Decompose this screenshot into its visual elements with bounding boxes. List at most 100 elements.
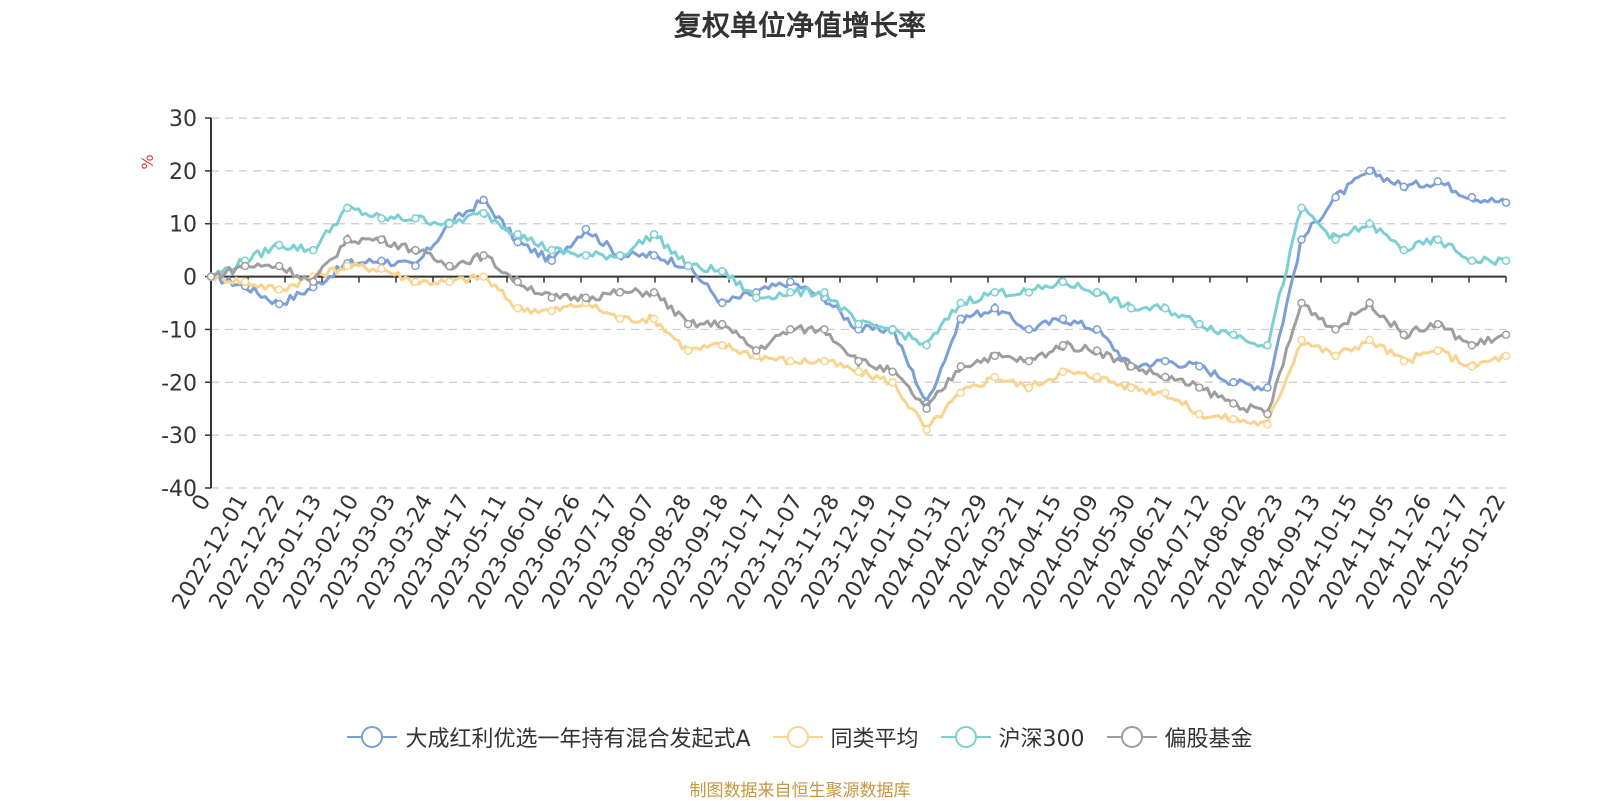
series-marker	[649, 288, 659, 297]
series-marker	[956, 298, 965, 308]
series-marker	[854, 356, 863, 366]
series-marker	[786, 277, 795, 287]
y-tick-label: 0	[183, 266, 197, 291]
legend-item[interactable]: 同类平均	[772, 721, 919, 753]
series-marker	[240, 261, 250, 271]
x-axis-ticks: 02022-12-012022-12-222023-01-132023-02-1…	[168, 276, 1511, 614]
series-marker	[1331, 193, 1340, 202]
series-marker	[377, 264, 386, 273]
series-marker	[274, 240, 284, 250]
series-marker	[1024, 383, 1034, 392]
series-marker	[854, 319, 863, 329]
series-marker	[1263, 341, 1272, 350]
series-marker	[1229, 399, 1238, 408]
series-marker	[1195, 362, 1204, 371]
series-marker	[1058, 367, 1068, 376]
series-marker	[1433, 346, 1443, 355]
series-marker	[888, 378, 897, 387]
series-marker	[1092, 325, 1102, 334]
y-axis-ticks: 30 20 10 0 -10 -20 -30 -40	[161, 107, 211, 502]
series-marker	[1058, 277, 1068, 287]
series-marker	[1467, 341, 1477, 350]
series-marker	[479, 208, 488, 218]
series-marker	[1024, 288, 1034, 297]
legend-item[interactable]: 偏股基金	[1106, 721, 1253, 753]
series-marker	[717, 319, 727, 329]
series-marker	[1501, 330, 1511, 339]
series-marker	[1092, 288, 1102, 297]
series-marker	[1297, 203, 1306, 213]
series-marker	[206, 272, 216, 281]
series-marker	[377, 214, 386, 223]
series-marker	[649, 314, 659, 324]
series-marker	[888, 325, 897, 334]
series-marker	[445, 261, 454, 271]
series-marker	[1126, 304, 1136, 313]
series-marker	[990, 304, 1000, 313]
series-marker	[615, 288, 625, 297]
series-marker	[1467, 193, 1477, 202]
series-marker	[1331, 351, 1340, 361]
series-marker	[820, 325, 829, 334]
series-marker	[1195, 383, 1204, 392]
series-marker	[990, 288, 1000, 297]
series-marker	[1399, 330, 1409, 339]
series-marker	[922, 341, 931, 350]
series-marker	[683, 346, 693, 355]
series-marker	[1433, 319, 1443, 329]
series-marker	[956, 314, 965, 324]
series-marker	[1365, 298, 1374, 308]
y-tick-label: -30	[161, 424, 197, 449]
x-tick-label: 0	[188, 491, 217, 516]
series-marker	[717, 298, 727, 308]
series-marker	[445, 219, 454, 228]
series-marker	[820, 288, 829, 297]
y-tick-label: -10	[161, 318, 197, 343]
series-marker	[274, 299, 284, 309]
series-marker	[1229, 378, 1238, 387]
y-axis-unit: %	[138, 154, 157, 169]
series-marker	[820, 356, 829, 366]
series-marker	[752, 346, 761, 355]
series-marker	[1365, 335, 1374, 345]
series-marker	[956, 388, 965, 398]
series-marker	[547, 293, 557, 302]
series-marker	[1160, 372, 1170, 382]
series-marker	[888, 367, 897, 376]
series-marker	[1297, 298, 1306, 308]
series-marker	[547, 306, 557, 316]
series-marker	[615, 251, 625, 260]
series-marker	[479, 251, 488, 260]
series-marker	[547, 245, 557, 255]
series-marker	[786, 325, 795, 334]
series-marker	[786, 288, 795, 297]
legend-item[interactable]: 大成红利优选一年持有混合发起式A	[347, 721, 751, 753]
grid-lines	[211, 117, 1506, 489]
series-marker	[1160, 388, 1170, 398]
series-marker	[343, 235, 352, 244]
series-marker	[1433, 177, 1443, 186]
series-marker	[1297, 235, 1306, 244]
legend-swatch-icon	[940, 726, 991, 748]
y-tick-label: 20	[169, 160, 197, 185]
series-marker	[240, 277, 250, 287]
legend-label: 偏股基金	[1164, 727, 1253, 752]
series-marker	[274, 261, 284, 271]
series-marker	[411, 277, 420, 287]
series-marker	[649, 251, 659, 260]
chart-title: 复权单位净值增长率	[673, 9, 926, 42]
y-tick-label: -20	[161, 371, 197, 396]
series-marker	[922, 404, 931, 413]
series-marker	[1229, 330, 1238, 339]
legend-label: 沪深300	[998, 727, 1085, 752]
legend-item[interactable]: 沪深300	[940, 721, 1085, 753]
series-marker	[717, 341, 727, 350]
series-marker	[922, 425, 931, 435]
series-marker	[411, 261, 420, 271]
series-line	[209, 261, 1507, 429]
series-marker	[308, 277, 318, 287]
series-marker	[1331, 325, 1340, 334]
series-marker	[1263, 409, 1272, 419]
series-marker	[1195, 409, 1204, 419]
